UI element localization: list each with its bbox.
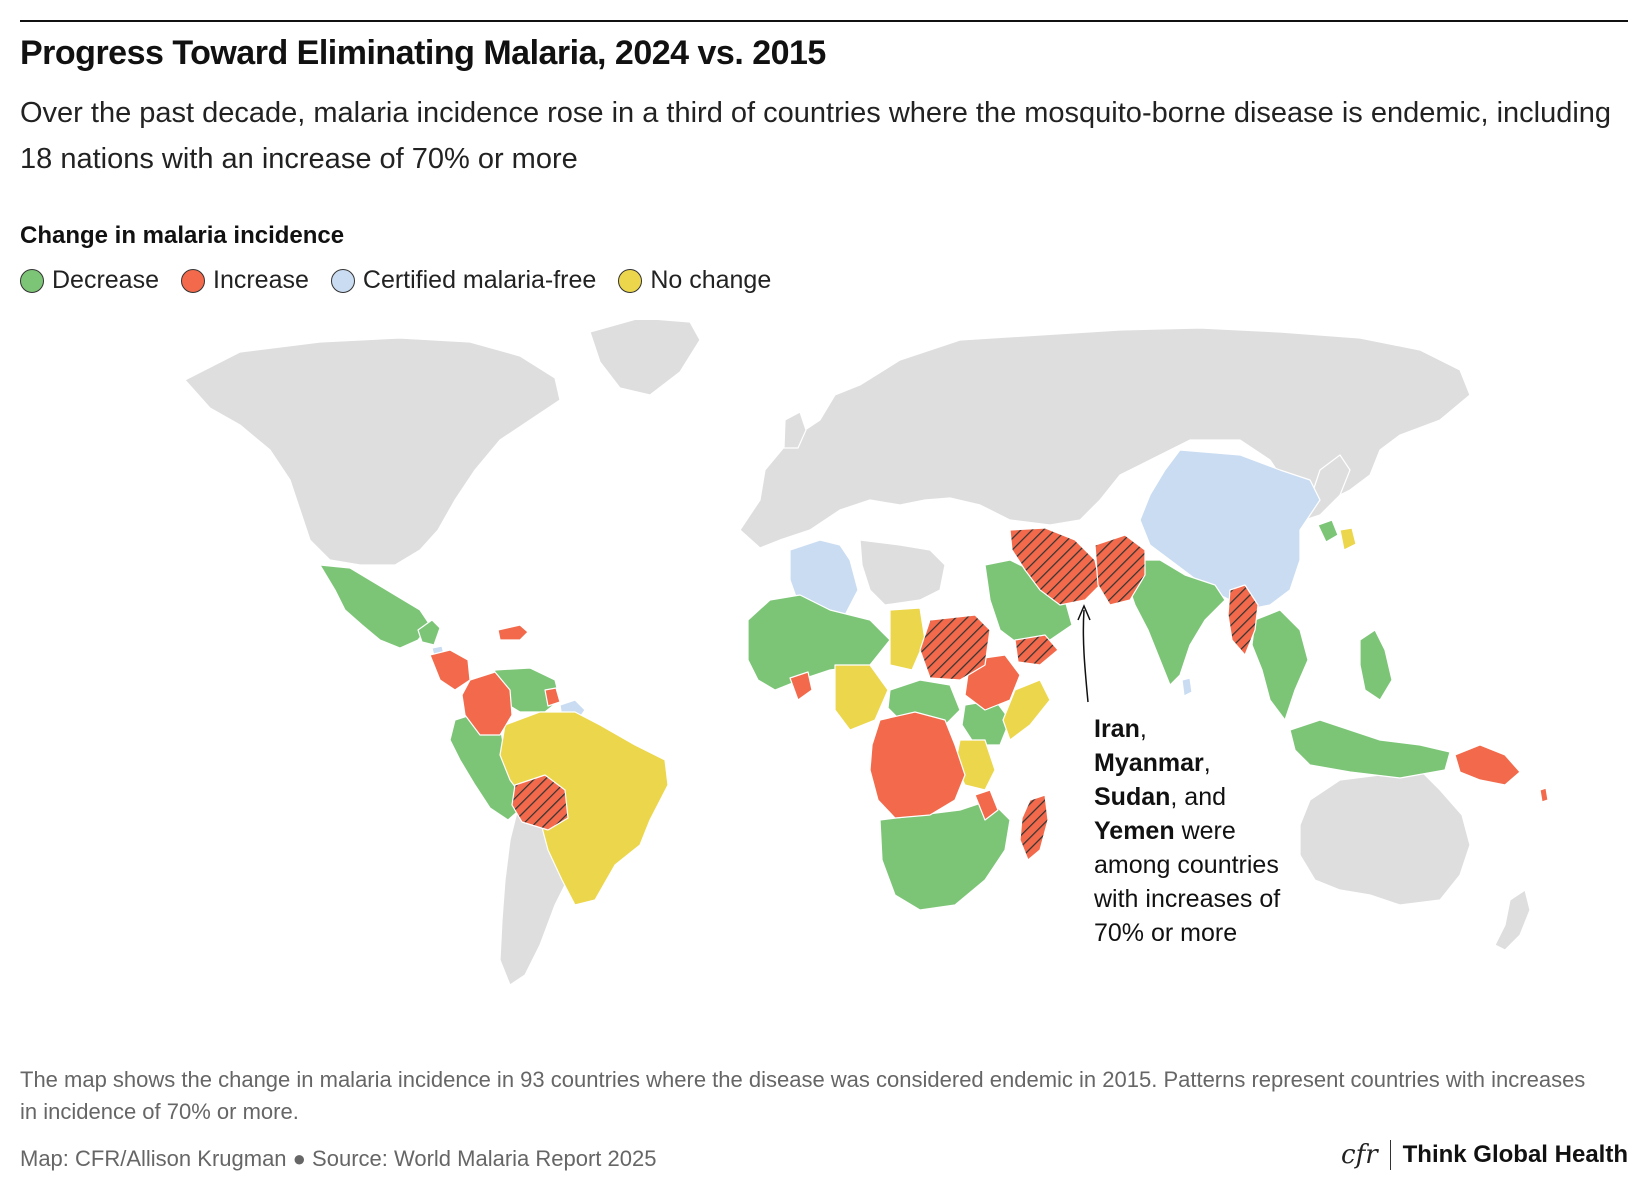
brand-name: Think Global Health [1402,1141,1628,1168]
annotation-arrow [1082,609,1089,703]
legend-label-increase: Increase [213,266,309,294]
philippines-region [1359,629,1393,701]
annotation-arrowhead [1077,604,1091,621]
legend-item-no-change: No change [618,266,771,295]
annot-sudan: Sudan [1094,783,1171,811]
haiti-region [497,624,529,641]
annot-yemen: Yemen [1094,817,1175,845]
annot-sep2: , [1203,749,1211,777]
annot-sep1: , [1139,715,1147,743]
legend-item-decrease: Decrease [20,266,159,295]
madagascar-region [1019,794,1049,861]
chad-region [889,607,926,671]
malaria-free-swatch [330,268,355,293]
greenland-land [589,320,701,396]
myanmar-region [1227,584,1259,656]
sudan-region [919,614,991,681]
annot-myanmar: Myanmar [1094,749,1204,777]
mozambique-region [974,789,999,821]
top-rule [20,20,1628,22]
annot-rest: were among countries with increases of 7… [1094,817,1281,947]
legend-label-decrease: Decrease [52,266,159,294]
chart-subtitle: Over the past decade, malaria incidence … [20,97,1612,175]
australia-land [1299,759,1471,906]
papua-region [1454,744,1521,786]
south-korea-region [1339,527,1357,551]
uk-land [783,411,807,449]
guatemala-honduras-region [429,649,471,691]
annot-iran: Iran [1094,715,1140,743]
decrease-swatch [20,268,44,293]
map-annotation: Iran, Myanmar, Sudan, and Yemen were amo… [1094,712,1294,950]
mexico-region [319,564,431,649]
india-region [1127,559,1226,686]
legend-title: Change in malaria incidence [20,222,345,249]
somalia-region [1002,679,1051,741]
increase-swatch [181,268,205,293]
pakistan-afghanistan-region [1094,534,1146,606]
north-korea-region [1317,519,1339,543]
bolivia-region [511,774,569,831]
source-credit: Map: CFR/Allison Krugman ● Source: World… [20,1146,657,1171]
southeast-asia-region [1251,609,1309,721]
legend-item-malaria-free: Certified malaria-free [330,266,597,295]
cfr-logo: cfr [1341,1140,1391,1170]
ivory-coast-region [789,671,813,701]
french-guiana-region [544,687,561,707]
iran-region [1009,527,1101,606]
central-america-north-region [417,619,441,646]
annot-sep3: , and [1170,783,1227,811]
legend-label-no-change: No change [650,266,772,294]
brand: cfr Think Global Health [1341,1140,1628,1170]
footnote: The map shows the change in malaria inci… [20,1067,1586,1124]
north-america-land [184,337,561,566]
drc-angola-region [869,711,966,819]
north-africa-land [859,539,946,606]
sahel-west-region [834,664,889,731]
chart-title: Progress Toward Eliminating Malaria, 202… [20,34,826,72]
yemen-region [1014,634,1059,666]
legend-item-increase: Increase [181,266,309,295]
vanuatu-region [1539,787,1549,803]
eurasia-land [739,327,1471,549]
indonesia-region [1289,719,1451,779]
new-zealand-land [1494,889,1531,951]
colombia-region [461,671,513,736]
legend: Decrease Increase Certified malaria-free… [20,266,793,295]
no-change-swatch [618,268,643,293]
southern-africa-region [879,799,1011,911]
legend-label-malaria-free: Certified malaria-free [362,266,597,294]
world-map [184,320,1549,986]
sri-lanka-region [1181,677,1193,697]
